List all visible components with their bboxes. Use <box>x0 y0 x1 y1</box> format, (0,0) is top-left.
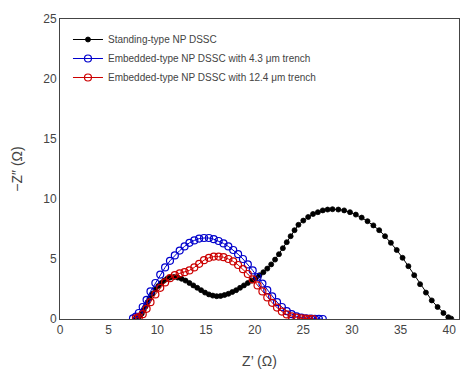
svg-text:35: 35 <box>394 323 408 337</box>
svg-text:20: 20 <box>248 323 262 337</box>
svg-text:15: 15 <box>43 132 57 146</box>
svg-text:30: 30 <box>345 323 359 337</box>
svg-text:0: 0 <box>57 323 64 337</box>
svg-text:0: 0 <box>50 312 57 326</box>
svg-text:−Z″ (Ω): −Z″ (Ω) <box>9 146 25 191</box>
svg-text:10: 10 <box>151 323 165 337</box>
svg-text:Embedded-type NP DSSC with 12.: Embedded-type NP DSSC with 12.4 μm trenc… <box>108 72 316 83</box>
svg-text:40: 40 <box>443 323 457 337</box>
svg-text:25: 25 <box>297 323 311 337</box>
svg-text:10: 10 <box>43 192 57 206</box>
svg-text:25: 25 <box>43 12 57 26</box>
svg-text:15: 15 <box>199 323 213 337</box>
svg-text:5: 5 <box>50 252 57 266</box>
svg-text:5: 5 <box>105 323 112 337</box>
svg-text:20: 20 <box>43 72 57 86</box>
svg-text:Z’ (Ω): Z’ (Ω) <box>242 353 277 369</box>
svg-text:Standing-type NP DSSC: Standing-type NP DSSC <box>108 34 217 45</box>
svg-text:Embedded-type NP DSSC with 4.3: Embedded-type NP DSSC with 4.3 μm trench <box>108 53 310 64</box>
